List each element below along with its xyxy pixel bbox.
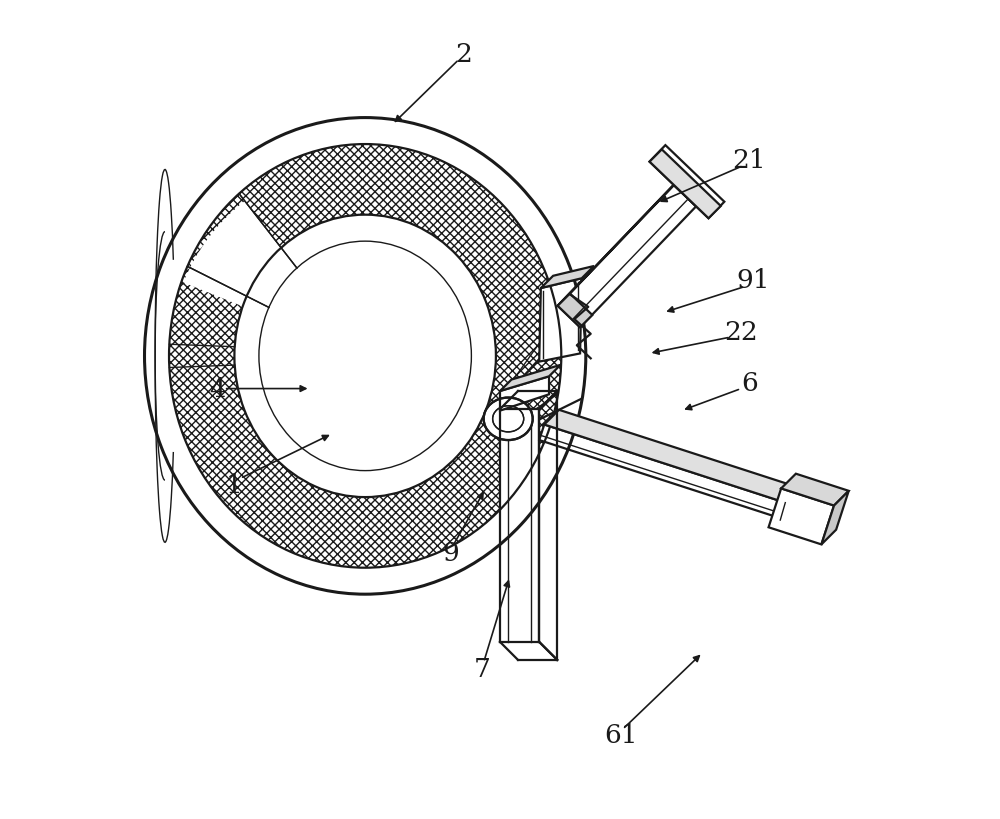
Polygon shape bbox=[558, 186, 696, 328]
Text: 1: 1 bbox=[226, 472, 243, 497]
Polygon shape bbox=[500, 365, 560, 391]
Polygon shape bbox=[500, 377, 549, 411]
Wedge shape bbox=[183, 202, 300, 317]
Text: 91: 91 bbox=[737, 268, 770, 293]
Bar bbox=[500, 410, 539, 642]
Text: 7: 7 bbox=[474, 657, 490, 681]
Ellipse shape bbox=[145, 119, 586, 595]
Polygon shape bbox=[769, 489, 834, 545]
Ellipse shape bbox=[234, 215, 496, 497]
Polygon shape bbox=[558, 294, 592, 328]
Polygon shape bbox=[650, 146, 724, 219]
Polygon shape bbox=[539, 425, 781, 518]
Text: 9: 9 bbox=[443, 540, 459, 565]
Text: 2: 2 bbox=[455, 42, 472, 67]
Text: 22: 22 bbox=[724, 319, 758, 345]
Polygon shape bbox=[539, 279, 582, 362]
Polygon shape bbox=[541, 267, 594, 289]
Polygon shape bbox=[558, 174, 686, 306]
Polygon shape bbox=[821, 491, 849, 545]
Ellipse shape bbox=[169, 145, 561, 568]
Text: 6: 6 bbox=[741, 371, 758, 396]
Text: 61: 61 bbox=[604, 722, 638, 747]
Text: 4: 4 bbox=[210, 377, 226, 401]
Polygon shape bbox=[674, 174, 708, 207]
Ellipse shape bbox=[484, 398, 533, 441]
Polygon shape bbox=[650, 150, 721, 219]
Polygon shape bbox=[544, 410, 796, 502]
Polygon shape bbox=[781, 474, 849, 506]
Text: 21: 21 bbox=[732, 148, 766, 173]
